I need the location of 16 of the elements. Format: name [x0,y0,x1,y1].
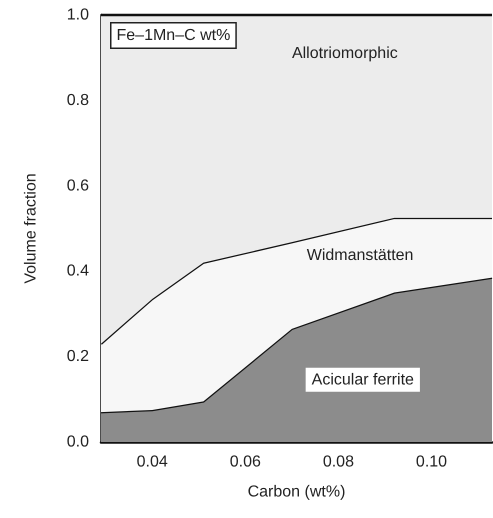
y-tick-label: 0.6 [66,177,90,194]
x-tick-label: 0.10 [416,454,448,470]
series-label: Allotriomorphic [292,44,398,62]
x-axis-title: Carbon (wt%) [248,484,346,500]
x-tick-label: 0.06 [230,454,261,470]
y-tick-label: 0.4 [66,262,90,280]
series-label: Widmanstätten [306,246,414,264]
y-tick-label: 0.2 [66,348,90,366]
y-axis-title: Volume fraction [22,173,40,284]
x-tick-label: 0.08 [322,454,354,470]
y-tick-label: 0.0 [66,434,90,450]
y-tick-label: 1.0 [66,6,90,24]
annotation: Fe–1Mn–C wt% [116,27,230,44]
x-tick-label: 0.04 [136,454,168,470]
y-tick-label: 0.8 [66,92,90,109]
series-label: Acicular ferrite [312,371,414,388]
